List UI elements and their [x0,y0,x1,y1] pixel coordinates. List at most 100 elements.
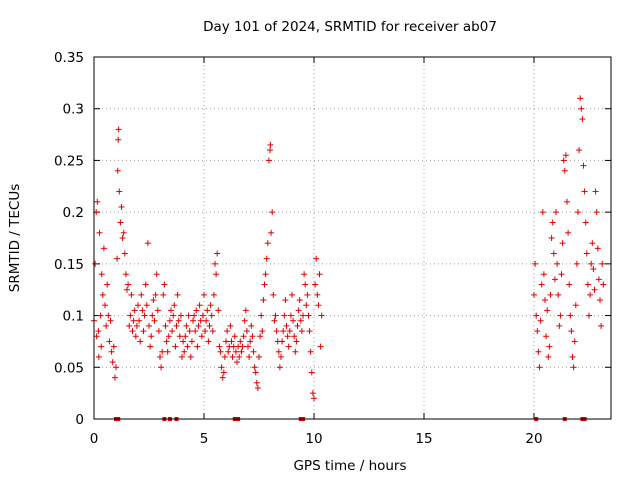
data-point [151,317,158,324]
data-point [562,152,569,159]
data-point [190,317,196,324]
data-point [572,302,579,309]
data-point [595,276,602,283]
data-point [298,328,305,335]
data-point [234,359,240,366]
data-point [174,291,181,298]
data-point [136,317,143,324]
data-point [284,333,291,340]
data-point [247,338,254,345]
data-point [312,281,319,288]
data-point [246,353,253,360]
data-point [278,353,284,360]
data-point [194,343,201,350]
data-point [584,281,591,288]
data-point [270,291,277,298]
data-point [209,328,216,335]
data-point [232,348,239,355]
data-point [589,240,596,247]
data-point [114,255,121,262]
data-point [170,312,177,319]
data-point [110,343,117,350]
data-point [113,364,119,371]
data-point [267,147,273,154]
data-point [539,209,546,216]
data-point [207,302,214,309]
data-point [229,353,236,360]
data-point [166,317,173,324]
data-point [138,291,145,298]
data-point [577,95,584,102]
x-tick-label: 10 [305,431,322,447]
data-point [114,167,121,174]
data-points [91,95,607,402]
x-tick-label: 5 [200,431,209,447]
data-point [291,333,298,340]
data-point [228,338,235,345]
data-point [106,338,113,345]
data-point [203,317,210,324]
y-tick-labels: 0 0.05 0.1 0.15 0.2 0.25 0.3 0.35 [54,50,84,428]
data-point [100,245,107,252]
data-point [95,353,102,360]
data-point [260,297,267,304]
data-point [560,157,567,164]
data-point [281,312,288,319]
data-point [173,322,180,329]
data-point [121,250,128,257]
data-point [227,322,234,329]
data-point [597,297,603,304]
data-point [105,312,112,319]
data-point [221,353,228,360]
data-point [600,281,607,288]
data-point [271,317,278,324]
data-point [141,312,148,319]
data-point [225,348,232,355]
data-point [248,322,255,329]
data-point [549,219,556,226]
data-point [243,328,250,335]
data-point [292,348,299,355]
data-point [544,307,551,314]
data-point [169,328,176,335]
data-point [564,198,570,205]
data-point [135,302,141,309]
data-point [98,271,105,278]
data-point [576,147,583,154]
data-point [251,364,258,371]
data-point [144,240,151,247]
y-tick-label: 0.05 [54,360,84,376]
y-tick-label: 0.15 [54,257,84,273]
y-tick-label: 0 [75,412,84,428]
data-point [249,333,256,340]
y-tick-label: 0.1 [63,309,84,325]
plot-frame [93,56,612,420]
y-tick-label: 0.3 [63,102,84,118]
data-point [160,291,167,298]
data-point [115,136,122,143]
data-point [273,328,280,335]
data-point [301,271,308,278]
data-point [561,167,568,174]
data-point [290,317,297,324]
data-point [125,281,132,288]
data-point [294,322,301,329]
data-point [538,281,545,288]
x-axis-label: GPS time / hours [293,458,406,474]
data-point [269,209,276,216]
data-point [188,338,195,345]
data-point [132,333,139,340]
data-point [268,229,275,236]
data-point [263,255,270,262]
data-point [217,348,224,355]
data-point [191,312,198,319]
data-point [568,328,575,335]
data-point [593,209,600,216]
data-point [218,364,225,371]
data-point [164,348,171,355]
data-point [282,297,289,304]
data-point [537,317,544,324]
data-point [130,317,137,324]
data-point [182,333,189,340]
data-point [171,302,178,309]
